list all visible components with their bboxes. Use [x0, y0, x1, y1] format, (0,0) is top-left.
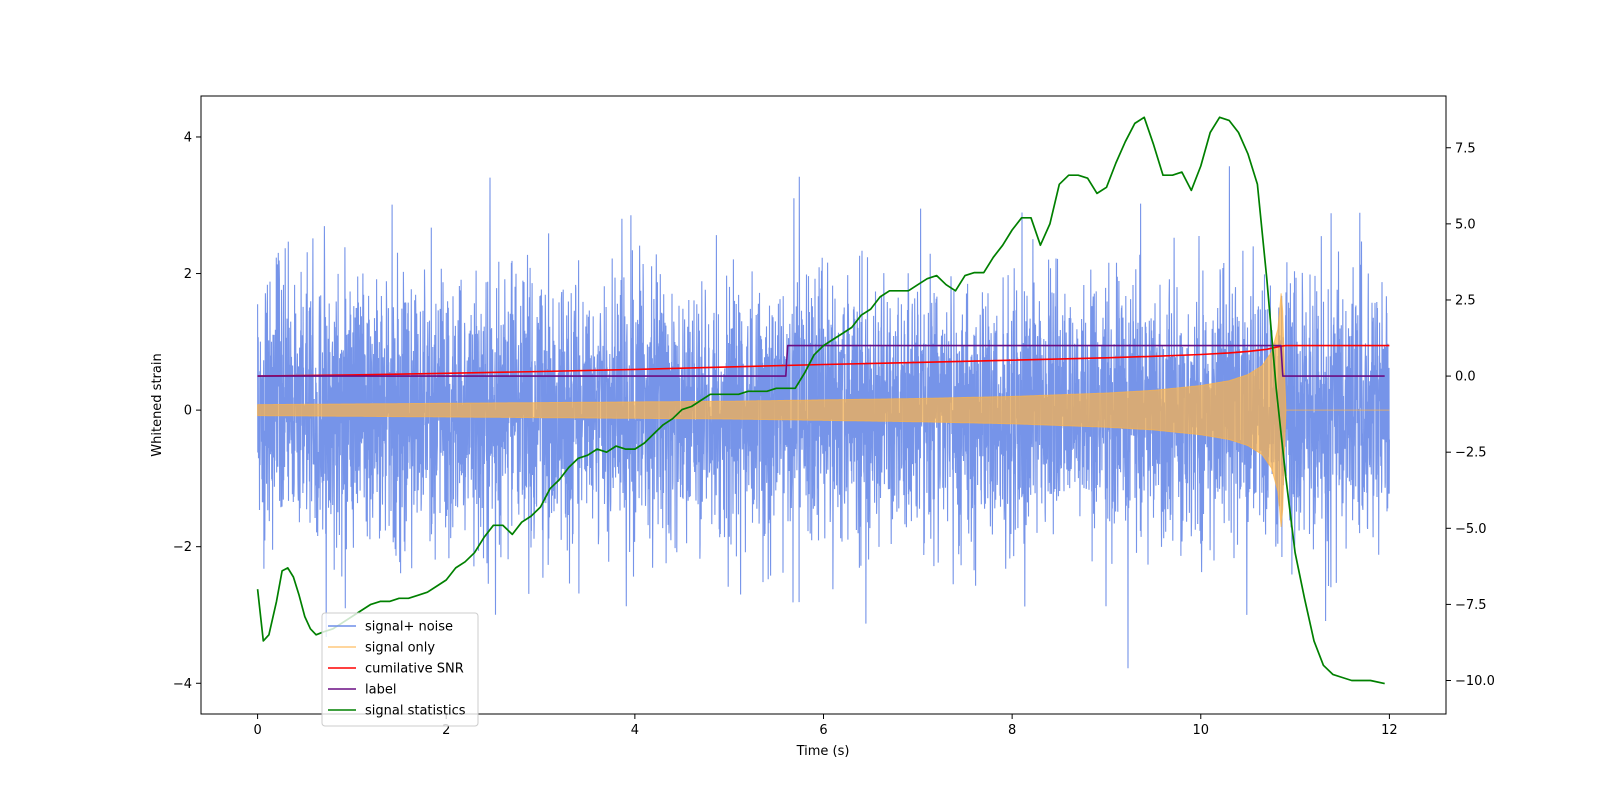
y-axis-right: −10.0 −7.5 −5.0 −2.5 0.0 2.5 5.0 7.5 — [1446, 141, 1495, 689]
x-tick-label: 6 — [819, 723, 827, 738]
y2-tick-label: 7.5 — [1455, 141, 1476, 156]
series-cumulative-snr-line — [257, 344, 1390, 377]
y-tick-label: 2 — [184, 267, 192, 282]
legend-label: cumilative SNR — [365, 662, 464, 677]
legend-box — [321, 612, 479, 727]
x-axis: 0 2 4 6 8 10 12 — [253, 714, 1398, 738]
legend-label: signal only — [365, 641, 435, 656]
plot-area — [256, 116, 1390, 685]
legend: signal+ noise signal only cumilative SNR la… — [321, 612, 479, 727]
legend-label: signal statistics — [365, 704, 466, 719]
y2-tick-label: 0.0 — [1455, 370, 1476, 385]
series-signal-only-band — [257, 293, 1390, 527]
series-signal-noise-line — [257, 166, 1390, 669]
x-tick-label: 8 — [1008, 723, 1016, 738]
y-axis-label: Whitened strain — [150, 353, 165, 456]
y2-tick-label: 2.5 — [1455, 293, 1476, 308]
y2-tick-label: −10.0 — [1455, 674, 1495, 689]
legend-label: label — [365, 683, 396, 698]
y2-tick-label: −5.0 — [1455, 522, 1487, 537]
y-tick-label: 4 — [184, 130, 192, 145]
x-tick-label: 4 — [631, 723, 639, 738]
series-label-line — [257, 344, 1385, 377]
x-axis-label: Time (s) — [796, 744, 850, 759]
x-tick-label: 2 — [442, 723, 450, 738]
y-tick-label: 0 — [184, 404, 192, 419]
series-signal-statistics-line — [256, 116, 1385, 685]
y-tick-label: −4 — [173, 677, 192, 692]
legend-label: signal+ noise — [365, 620, 453, 635]
y-axis-left: −4 −2 0 2 4 — [173, 130, 201, 692]
y2-tick-label: 5.0 — [1455, 217, 1476, 232]
x-tick-label: 0 — [253, 723, 261, 738]
y2-tick-label: −2.5 — [1455, 446, 1487, 461]
y-tick-label: −2 — [173, 540, 192, 555]
x-tick-label: 12 — [1381, 723, 1398, 738]
y2-tick-label: −7.5 — [1455, 598, 1487, 613]
x-tick-label: 10 — [1192, 723, 1209, 738]
